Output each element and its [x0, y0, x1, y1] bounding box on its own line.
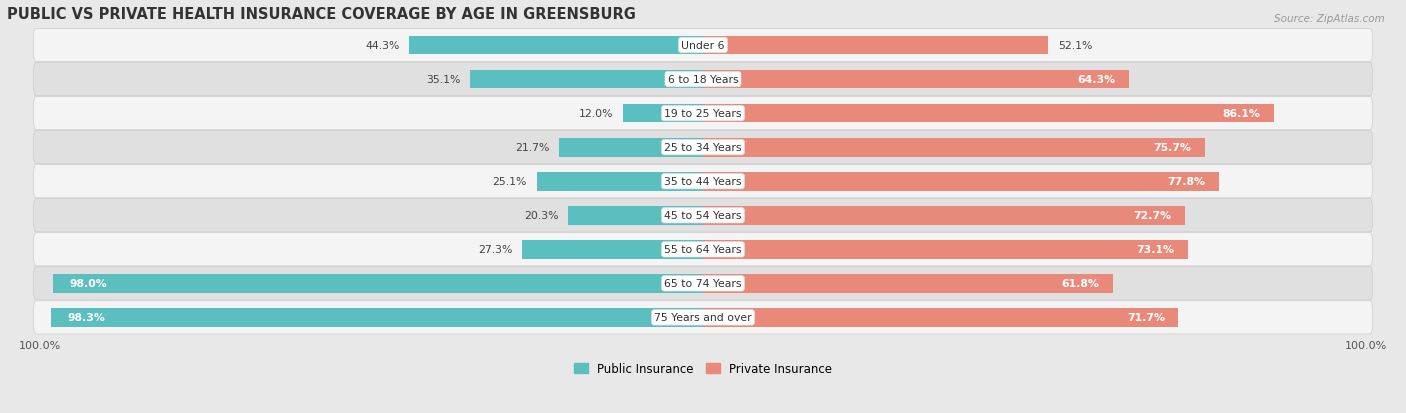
- Text: 98.0%: 98.0%: [70, 279, 108, 289]
- Text: 86.1%: 86.1%: [1223, 109, 1261, 119]
- FancyBboxPatch shape: [34, 63, 1372, 96]
- Text: 21.7%: 21.7%: [515, 143, 550, 153]
- Text: 19 to 25 Years: 19 to 25 Years: [664, 109, 742, 119]
- Bar: [703, 308, 1178, 327]
- Bar: [560, 138, 703, 157]
- Text: 55 to 64 Years: 55 to 64 Years: [664, 244, 742, 255]
- FancyBboxPatch shape: [34, 301, 1372, 334]
- Text: 6 to 18 Years: 6 to 18 Years: [668, 75, 738, 85]
- Bar: [703, 71, 1129, 89]
- FancyBboxPatch shape: [34, 233, 1372, 266]
- Text: 45 to 54 Years: 45 to 54 Years: [664, 211, 742, 221]
- Text: 52.1%: 52.1%: [1059, 41, 1092, 51]
- Text: 44.3%: 44.3%: [366, 41, 399, 51]
- Text: 61.8%: 61.8%: [1062, 279, 1099, 289]
- Text: 75.7%: 75.7%: [1153, 143, 1191, 153]
- Text: 25.1%: 25.1%: [492, 177, 527, 187]
- Text: 77.8%: 77.8%: [1167, 177, 1205, 187]
- Bar: [568, 206, 703, 225]
- Text: 73.1%: 73.1%: [1136, 244, 1174, 255]
- Bar: [703, 138, 1205, 157]
- Bar: [703, 172, 1219, 191]
- Text: 71.7%: 71.7%: [1128, 313, 1166, 323]
- Text: 20.3%: 20.3%: [524, 211, 558, 221]
- Text: 98.3%: 98.3%: [67, 313, 105, 323]
- Text: 72.7%: 72.7%: [1133, 211, 1171, 221]
- Text: 65 to 74 Years: 65 to 74 Years: [664, 279, 742, 289]
- Bar: [703, 274, 1112, 293]
- Text: PUBLIC VS PRIVATE HEALTH INSURANCE COVERAGE BY AGE IN GREENSBURG: PUBLIC VS PRIVATE HEALTH INSURANCE COVER…: [7, 7, 636, 22]
- Text: 27.3%: 27.3%: [478, 244, 512, 255]
- Text: 75 Years and over: 75 Years and over: [654, 313, 752, 323]
- Bar: [537, 172, 703, 191]
- FancyBboxPatch shape: [34, 267, 1372, 300]
- Text: 64.3%: 64.3%: [1078, 75, 1116, 85]
- Text: 35.1%: 35.1%: [426, 75, 460, 85]
- Bar: [52, 308, 703, 327]
- Text: 25 to 34 Years: 25 to 34 Years: [664, 143, 742, 153]
- Bar: [409, 37, 703, 55]
- FancyBboxPatch shape: [34, 165, 1372, 198]
- Text: Source: ZipAtlas.com: Source: ZipAtlas.com: [1274, 14, 1385, 24]
- Bar: [53, 274, 703, 293]
- FancyBboxPatch shape: [34, 97, 1372, 131]
- Bar: [703, 240, 1188, 259]
- Bar: [703, 37, 1049, 55]
- FancyBboxPatch shape: [34, 131, 1372, 164]
- Bar: [471, 71, 703, 89]
- FancyBboxPatch shape: [34, 199, 1372, 232]
- Bar: [703, 206, 1185, 225]
- Text: Under 6: Under 6: [682, 41, 724, 51]
- Text: 35 to 44 Years: 35 to 44 Years: [664, 177, 742, 187]
- Bar: [623, 104, 703, 123]
- Text: 12.0%: 12.0%: [579, 109, 613, 119]
- Bar: [703, 104, 1274, 123]
- Legend: Public Insurance, Private Insurance: Public Insurance, Private Insurance: [569, 358, 837, 380]
- FancyBboxPatch shape: [34, 29, 1372, 62]
- Bar: [522, 240, 703, 259]
